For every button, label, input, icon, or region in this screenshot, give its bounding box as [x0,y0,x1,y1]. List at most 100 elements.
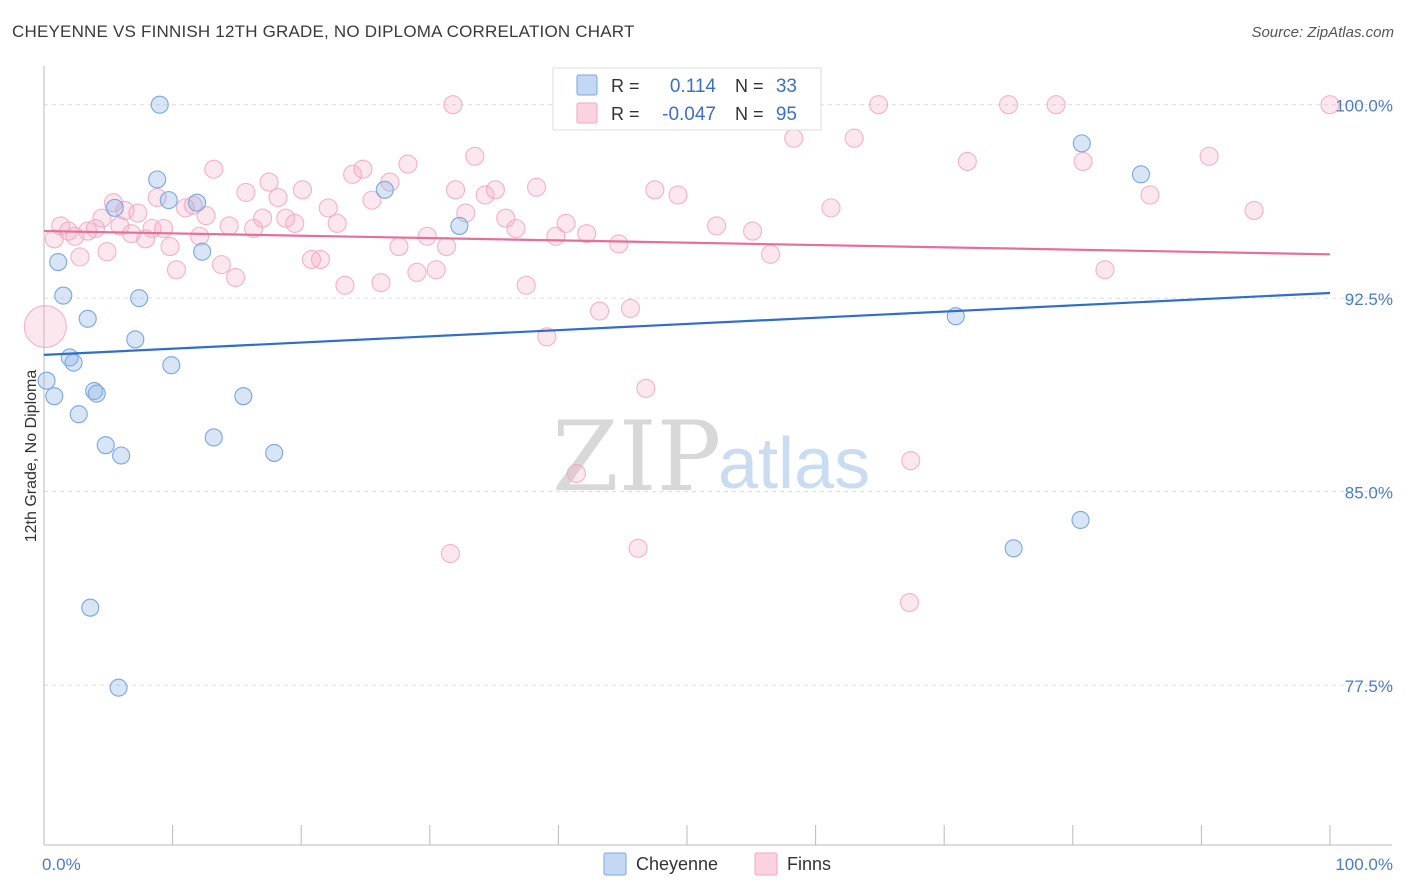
cheyenne-point [87,384,106,403]
finns-point [160,237,180,257]
watermark: ZIP atlas [552,401,870,513]
finns-point [1073,151,1093,171]
bottom-legend-finns-label: Finns [787,854,831,874]
cheyenne-point [1071,510,1090,530]
finns-point [957,151,977,171]
cheyenne-point [1072,134,1091,153]
cheyenne-n-label: N = [735,76,764,96]
finns-point [901,451,921,471]
finns-point [103,193,123,213]
finns-r-label: R = [611,104,640,124]
finns-point [443,95,463,115]
trend-lines [43,229,1331,356]
cheyenne-point [1131,165,1151,184]
cheyenne-point [69,405,88,424]
finns-point [110,216,130,236]
finns-point [371,273,391,293]
finns-point [1244,200,1264,221]
finns-point [609,234,629,254]
finns-point [537,327,557,347]
cheyenne-point [105,198,124,217]
finns-point [23,304,67,349]
finns-point [362,190,382,210]
finns-point [318,198,338,218]
finns-point [211,255,232,275]
cheyenne-swatch [576,74,598,96]
cheyenne-point [159,191,178,210]
finns-point [485,180,505,200]
finns-point [475,185,495,205]
finns-point [440,543,460,564]
cheyenne-point [126,330,145,349]
bottom-legend-cheyenne-swatch [603,852,627,876]
finns-point [236,182,256,202]
finns-point [128,203,148,223]
cheyenne-point [150,95,169,114]
finns-point [445,180,466,200]
x-tick-label: 0.0% [42,855,81,874]
cheyenne-point [193,242,212,261]
finns-point [465,146,485,166]
finns-point [899,592,920,613]
finns-point [147,188,167,208]
finns-point [668,185,688,205]
y-tick-label: 85.0% [1345,484,1393,503]
finns-point [436,237,457,257]
finns-point [636,378,656,398]
finns-point [496,208,516,228]
finns-point [343,164,363,184]
finns-point [219,216,239,236]
bottom-legend: Cheyenne Finns [603,852,831,876]
finns-point [259,172,279,192]
finns-point [285,213,305,233]
finns-point [426,260,446,280]
finns-point [70,247,90,267]
finns-r-value: -0.047 [662,104,716,125]
finns-point [526,177,547,197]
finns-point [1046,95,1066,115]
finns-point [136,229,156,249]
watermark-zip: ZIP [552,401,721,513]
cheyenne-point [78,309,97,328]
y-tick-labels: 100.0% 92.5% 85.0% 77.5% [1335,97,1393,696]
finns-point [276,208,296,228]
finns-point [556,213,576,233]
finns-point [761,244,781,264]
finns-point [707,216,727,236]
finns-point [516,275,536,295]
cheyenne-trend-line [43,291,1331,356]
finns-n-value: 95 [776,104,797,125]
cheyenne-point [37,371,56,390]
cheyenne-point [204,428,223,447]
y-axis-label: 12th Grade, No Diploma [23,370,40,543]
finns-point [268,188,288,208]
cheyenne-point [234,387,253,406]
finns-trend-line [43,229,1331,256]
cheyenne-point [109,678,128,697]
finns-point [784,128,804,148]
cheyenne-point [162,356,181,375]
cheyenne-point [81,598,100,617]
bottom-legend-finns-swatch [754,852,778,876]
finns-point [1140,185,1160,205]
cheyenne-point [1004,539,1023,558]
finns-n-label: N = [735,104,764,124]
cheyenne-r-value: 0.114 [670,76,717,97]
finns-point [1199,146,1219,166]
cheyenne-point [450,216,469,235]
finns-point [998,95,1019,115]
y-tick-label: 77.5% [1345,677,1393,696]
finns-point [821,198,841,218]
finns-point [292,180,313,200]
cheyenne-point [112,446,131,465]
cheyenne-n-value: 33 [776,76,797,97]
finns-point [204,159,224,179]
cheyenne-points [37,95,1151,697]
x-tick-labels: 0.0% 100.0% [42,855,1393,874]
source-credit: Source: ZipAtlas.com [1251,24,1394,41]
finns-point [743,221,763,241]
cheyenne-point [85,381,104,401]
finns-point [166,260,187,280]
stats-legend-box [552,67,822,131]
